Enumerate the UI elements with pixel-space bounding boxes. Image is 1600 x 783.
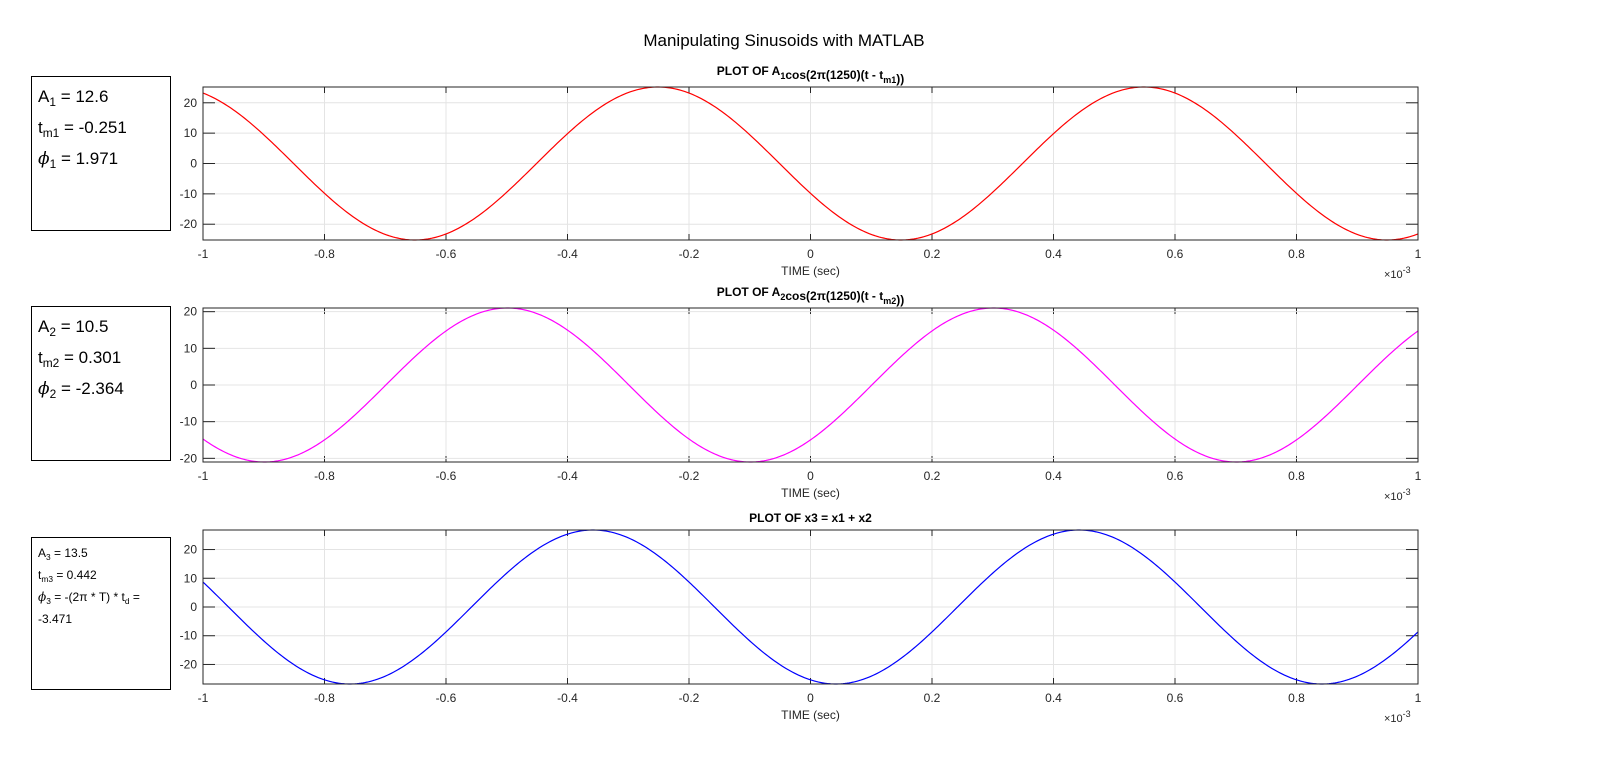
x-tick-label: -0.6 <box>436 691 457 705</box>
x-tick-label: -0.4 <box>557 691 578 705</box>
chart-2: -1 -0.8 -0.6 -0.4 -0.2 0 0.2 0.4 0.6 0.8 1 -20 -10 0 1… <box>180 285 1422 503</box>
y-tick-label: 10 <box>184 571 198 585</box>
info-phase: ϕ3 = -(2π * T) * td = <box>38 590 140 606</box>
series-line <box>202 86 1419 241</box>
info-box-2: A2 = 10.5 tm2 = 0.301 ϕ2 = -2.364 <box>31 306 171 461</box>
x-tick-label: -0.6 <box>436 247 457 261</box>
y-tick-label: 0 <box>190 378 197 392</box>
x-tick-label: -0.2 <box>679 469 700 483</box>
x-tick-label: -0.4 <box>557 469 578 483</box>
y-tick-label: 10 <box>184 126 198 140</box>
x-tick-label: 0.8 <box>1288 691 1305 705</box>
x-tick-label: 0.8 <box>1288 247 1305 261</box>
info-peak-time: tm1 = -0.251 <box>38 118 127 141</box>
series-line <box>202 307 1419 463</box>
info-phase-value: -3.471 <box>38 612 73 626</box>
y-tick-label: -20 <box>180 217 198 231</box>
x-axis-label: TIME (sec) <box>781 486 840 500</box>
x-exponent-label: ×10-3 <box>1384 487 1411 503</box>
x-tick-label: -0.8 <box>314 469 335 483</box>
y-tick-label: 20 <box>184 543 198 557</box>
y-tick-label: 20 <box>184 305 198 319</box>
x-tick-label: 0 <box>807 469 814 483</box>
x-tick-label: -1 <box>198 247 209 261</box>
y-tick-label: 20 <box>184 96 198 110</box>
figure-title: Manipulating Sinusoids with MATLAB <box>643 31 924 50</box>
x-tick-label: 0.4 <box>1045 691 1062 705</box>
axes-box <box>202 307 1419 463</box>
axes-box <box>202 529 1419 685</box>
y-tick-label: 10 <box>184 341 198 355</box>
x-tick-label: 0.8 <box>1288 469 1305 483</box>
x-tick-label: -0.4 <box>557 247 578 261</box>
x-tick-label: 0.6 <box>1167 247 1184 261</box>
info-peak-time: tm2 = 0.301 <box>38 348 122 371</box>
y-tick-label: 0 <box>190 157 197 171</box>
chart-title: PLOT OF x3 = x1 + x2 <box>749 511 872 525</box>
info-amplitude: A1 = 12.6 <box>38 87 109 110</box>
x-tick-label: 0.2 <box>924 247 941 261</box>
chart-3: -1 -0.8 -0.6 -0.4 -0.2 0 0.2 0.4 0.6 0.8 1 -20 -10 0 1… <box>180 511 1422 725</box>
x-tick-label: 0 <box>807 247 814 261</box>
x-exponent-label: ×10-3 <box>1384 265 1411 281</box>
y-tick-label: 0 <box>190 600 197 614</box>
info-box-1: A1 = 12.6 tm1 = -0.251 ϕ1 = 1.971 <box>31 76 171 231</box>
chart-title: PLOT OF A1cos(2π(1250)(t - tm1)) <box>717 64 904 86</box>
x-tick-label: 0.2 <box>924 691 941 705</box>
y-tick-label: -10 <box>180 629 198 643</box>
series-line <box>202 529 1419 685</box>
x-exponent-label: ×10-3 <box>1384 709 1411 725</box>
axes-box <box>202 86 1419 241</box>
x-tick-label: -1 <box>198 691 209 705</box>
y-tick-label: -10 <box>180 415 198 429</box>
x-tick-label: 0.2 <box>924 469 941 483</box>
x-tick-label: 0.6 <box>1167 691 1184 705</box>
x-tick-label: -0.2 <box>679 691 700 705</box>
chart-title: PLOT OF A2cos(2π(1250)(t - tm2)) <box>717 285 904 307</box>
x-tick-label: -0.6 <box>436 469 457 483</box>
info-phase: ϕ2 = -2.364 <box>38 379 124 402</box>
x-tick-label: -1 <box>198 469 209 483</box>
x-tick-label: -0.2 <box>679 247 700 261</box>
x-tick-label: -0.8 <box>314 247 335 261</box>
x-tick-label: 1 <box>1415 469 1422 483</box>
info-phase: ϕ1 = 1.971 <box>38 149 119 172</box>
x-tick-label: 0 <box>807 691 814 705</box>
info-peak-time: tm3 = 0.442 <box>38 568 97 584</box>
info-box-3: A3 = 13.5 tm3 = 0.442 ϕ3 = -(2π * T) * t… <box>31 537 171 690</box>
x-axis-label: TIME (sec) <box>781 264 840 278</box>
info-amplitude: A2 = 10.5 <box>38 317 109 340</box>
x-tick-label: 0.4 <box>1045 247 1062 261</box>
x-tick-label: 1 <box>1415 691 1422 705</box>
info-amplitude: A3 = 13.5 <box>38 546 88 562</box>
y-tick-label: -10 <box>180 187 198 201</box>
x-axis-label: TIME (sec) <box>781 708 840 722</box>
chart-1: -1 -0.8 -0.6 -0.4 -0.2 0 0.2 0.4 0.6 0.8 1 -20 -10 0 1… <box>180 64 1422 281</box>
x-tick-label: 0.6 <box>1167 469 1184 483</box>
y-tick-label: -20 <box>180 451 198 465</box>
x-tick-label: -0.8 <box>314 691 335 705</box>
y-tick-label: -20 <box>180 657 198 671</box>
x-tick-label: 0.4 <box>1045 469 1062 483</box>
x-tick-label: 1 <box>1415 247 1422 261</box>
